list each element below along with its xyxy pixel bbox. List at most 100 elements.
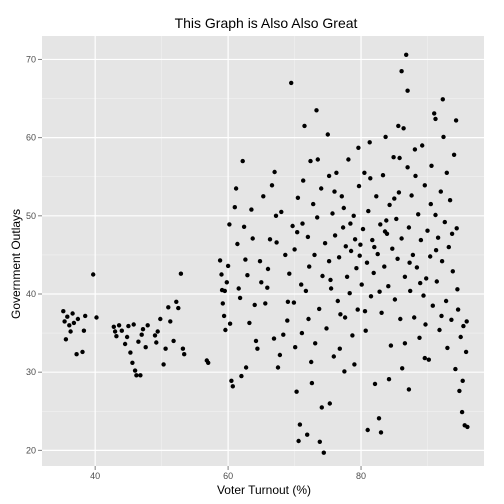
data-point: [319, 186, 324, 191]
y-tick-label: 50: [26, 211, 36, 221]
data-point: [250, 236, 255, 241]
data-point: [375, 251, 380, 257]
x-axis-title: Voter Turnout (%): [217, 483, 311, 497]
data-point: [428, 201, 433, 207]
data-point: [131, 322, 136, 327]
data-point: [326, 173, 332, 179]
data-point: [396, 123, 401, 129]
data-point: [455, 307, 461, 312]
data-point: [233, 186, 239, 191]
data-point: [332, 233, 338, 238]
data-point: [206, 360, 211, 365]
data-point: [392, 196, 397, 201]
data-point: [63, 337, 69, 342]
data-point: [305, 432, 310, 437]
data-point: [417, 335, 422, 340]
data-point: [171, 338, 176, 344]
data-point: [295, 230, 300, 235]
data-point: [271, 336, 277, 341]
data-point: [324, 326, 329, 331]
plot-panel: [42, 36, 484, 466]
data-point: [145, 323, 150, 328]
data-point: [433, 116, 438, 122]
y-axis-title: Government Outlays: [9, 209, 23, 319]
data-point: [307, 264, 312, 269]
y-axis-ticks: 20 30 40 50 60 70: [26, 54, 42, 455]
data-point: [367, 140, 372, 145]
data-point: [272, 169, 277, 175]
data-point: [252, 302, 257, 308]
data-point: [116, 323, 122, 328]
data-point: [132, 368, 138, 373]
data-point: [174, 299, 179, 304]
data-point: [433, 248, 439, 253]
data-point: [459, 409, 465, 415]
data-point: [336, 255, 342, 260]
data-point: [130, 360, 135, 365]
data-point: [348, 248, 354, 254]
data-point: [372, 244, 377, 250]
data-point: [68, 329, 73, 334]
data-point: [322, 241, 328, 246]
data-point: [387, 202, 392, 208]
data-point: [368, 176, 373, 181]
data-point: [364, 260, 370, 265]
data-point: [332, 189, 337, 194]
data-point: [418, 280, 423, 286]
data-point: [451, 152, 457, 157]
data-point: [390, 246, 395, 251]
data-point: [293, 345, 298, 350]
data-point: [440, 97, 445, 102]
data-point: [306, 316, 311, 322]
data-point: [294, 389, 299, 394]
data-point: [154, 340, 159, 345]
data-point: [445, 345, 450, 351]
data-point: [182, 352, 187, 357]
data-point: [143, 345, 148, 350]
data-point: [382, 264, 387, 269]
data-point: [340, 225, 346, 230]
data-point: [338, 312, 343, 317]
data-point: [339, 194, 344, 199]
data-point: [317, 306, 322, 312]
data-point: [450, 269, 455, 274]
data-point: [243, 257, 248, 262]
data-point: [441, 134, 446, 140]
data-point: [418, 237, 424, 243]
data-point: [454, 226, 459, 231]
data-point: [359, 282, 364, 287]
data-point: [337, 346, 342, 351]
data-point: [363, 328, 368, 333]
data-point: [372, 381, 378, 387]
data-point: [413, 173, 418, 179]
data-point: [265, 266, 271, 272]
data-point: [124, 334, 130, 340]
data-point: [391, 155, 396, 160]
data-point: [83, 313, 88, 319]
data-point: [335, 298, 340, 304]
data-point: [267, 237, 273, 242]
data-point: [435, 235, 441, 240]
data-point: [405, 88, 410, 93]
data-point: [383, 134, 388, 140]
data-point: [357, 253, 362, 258]
data-point: [297, 422, 303, 427]
data-point: [412, 315, 417, 320]
data-point: [290, 223, 295, 229]
data-point: [225, 263, 231, 269]
data-point: [81, 328, 87, 333]
data-point: [219, 272, 224, 277]
data-point: [253, 338, 259, 344]
data-point: [439, 313, 444, 319]
data-point: [455, 287, 460, 292]
data-point: [308, 158, 313, 164]
data-point: [443, 298, 449, 304]
data-point: [65, 314, 70, 319]
data-point: [464, 319, 469, 324]
data-point: [326, 259, 332, 264]
data-point: [437, 327, 442, 333]
data-point: [163, 346, 168, 351]
data-point: [295, 195, 301, 200]
data-point: [422, 355, 427, 361]
